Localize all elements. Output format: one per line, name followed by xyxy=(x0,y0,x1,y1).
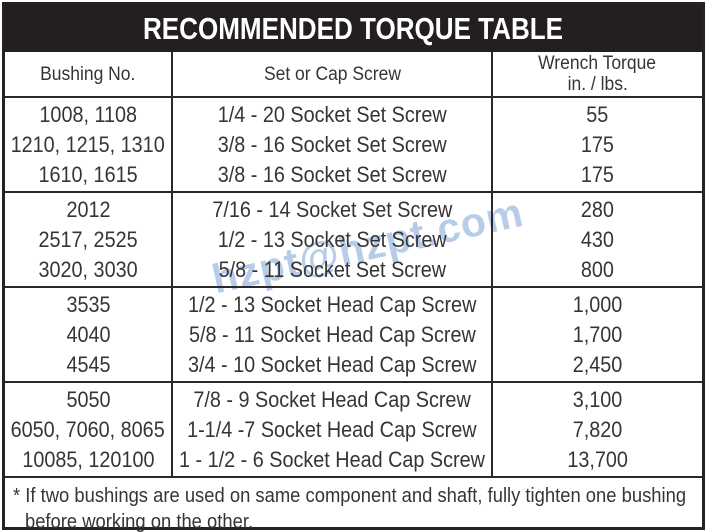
bushing-no: 4545 xyxy=(65,351,111,377)
screw-spec: 1/4 - 20 Socket Set Screw xyxy=(217,101,447,127)
group4-screw-cell: 7/8 - 9 Socket Head Cap Screw 1-1/4 -7 S… xyxy=(173,383,493,476)
torque-value: 3,100 xyxy=(572,386,623,412)
torque-value: 175 xyxy=(580,131,615,157)
column-header-screw: Set or Cap Screw xyxy=(263,63,401,85)
bushing-no: 1008, 1108 xyxy=(39,101,137,127)
screw-spec: 1/2 - 13 Socket Head Cap Screw xyxy=(187,291,477,317)
bushing-no: 3020, 3030 xyxy=(38,256,138,282)
bushing-no: 5050 xyxy=(65,386,111,412)
bushing-no: 2012 xyxy=(65,196,111,222)
torque-value: 175 xyxy=(580,161,615,187)
group3-torque-cell: 1,000 1,700 2,450 xyxy=(493,288,702,381)
screw-spec: 7/16 - 14 Socket Set Screw xyxy=(212,196,452,222)
torque-value: 7,820 xyxy=(572,416,623,442)
group1-bushing-cell: 1008, 1108 1210, 1215, 1310 1610, 1615 xyxy=(5,98,173,191)
column-header-bushing: Bushing No. xyxy=(40,63,136,85)
group3-screw-cell: 1/2 - 13 Socket Head Cap Screw 5/8 - 11 … xyxy=(173,288,493,381)
group1-torque-cell: 55 175 175 xyxy=(493,98,702,191)
torque-value: 1,000 xyxy=(572,291,623,317)
group3-bushing-cell: 3535 4040 4545 xyxy=(5,288,173,381)
bushing-no: 2517, 2525 xyxy=(38,226,138,252)
screw-spec: 3/4 - 10 Socket Head Cap Screw xyxy=(187,351,477,377)
bushing-no: 10085, 120100 xyxy=(21,446,155,472)
group4-torque-cell: 3,100 7,820 13,700 xyxy=(493,383,702,476)
footnote-line-2: before working on the other. xyxy=(24,511,254,532)
group2-screw-cell: 7/16 - 14 Socket Set Screw 1/2 - 13 Sock… xyxy=(173,193,493,286)
screw-spec: 1/2 - 13 Socket Set Screw xyxy=(217,226,447,252)
screw-spec: 5/8 - 11 Socket Head Cap Screw xyxy=(188,321,476,347)
bushing-no: 1610, 1615 xyxy=(38,161,138,187)
header-cell-screw: Set or Cap Screw xyxy=(173,52,493,96)
bushing-no: 3535 xyxy=(65,291,111,317)
group1-screw-cell: 1/4 - 20 Socket Set Screw 3/8 - 16 Socke… xyxy=(173,98,493,191)
bushing-no: 4040 xyxy=(65,321,111,347)
screw-spec: 7/8 - 9 Socket Head Cap Screw xyxy=(193,386,471,412)
table-group-2: 2012 2517, 2525 3020, 3030 7/16 - 14 Soc… xyxy=(5,191,702,286)
torque-value: 55 xyxy=(586,101,609,127)
torque-value: 1,700 xyxy=(572,321,623,347)
page-title: RECOMMENDED TORQUE TABLE xyxy=(143,10,564,46)
bushing-no: 6050, 7060, 8065 xyxy=(10,416,166,442)
group2-torque-cell: 280 430 800 xyxy=(493,193,702,286)
torque-value: 280 xyxy=(580,196,615,222)
torque-value: 13,700 xyxy=(567,446,628,472)
column-header-torque-line2: in. / lbs. xyxy=(567,74,628,95)
screw-spec: 1 - 1/2 - 6 Socket Head Cap Screw xyxy=(179,446,485,472)
screw-spec: 5/8 - 11 Socket Set Screw xyxy=(218,256,446,282)
table-header-row: Bushing No. Set or Cap Screw Wrench Torq… xyxy=(5,52,702,96)
group4-bushing-cell: 5050 6050, 7060, 8065 10085, 120100 xyxy=(5,383,173,476)
table-group-4: 5050 6050, 7060, 8065 10085, 120100 7/8 … xyxy=(5,381,702,476)
bushing-no: 1210, 1215, 1310 xyxy=(10,131,166,157)
column-header-torque-line1: Wrench Torque xyxy=(538,53,657,74)
header-cell-bushing: Bushing No. xyxy=(5,52,173,96)
screw-spec: 1-1/4 -7 Socket Head Cap Screw xyxy=(187,416,477,442)
footnote-line-1: * If two bushings are used on same compo… xyxy=(13,485,687,507)
torque-value: 800 xyxy=(580,256,615,282)
footnote: * If two bushings are used on same compo… xyxy=(5,476,702,532)
group2-bushing-cell: 2012 2517, 2525 3020, 3030 xyxy=(5,193,173,286)
table-group-3: 3535 4040 4545 1/2 - 13 Socket Head Cap … xyxy=(5,286,702,381)
screw-spec: 3/8 - 16 Socket Set Screw xyxy=(217,131,447,157)
torque-value: 430 xyxy=(580,226,615,252)
table-group-1: 1008, 1108 1210, 1215, 1310 1610, 1615 1… xyxy=(5,96,702,191)
screw-spec: 3/8 - 16 Socket Set Screw xyxy=(217,161,447,187)
title-bar: RECOMMENDED TORQUE TABLE xyxy=(5,5,702,52)
torque-value: 2,450 xyxy=(572,351,623,377)
header-cell-torque: Wrench Torque in. / lbs. xyxy=(493,52,702,96)
